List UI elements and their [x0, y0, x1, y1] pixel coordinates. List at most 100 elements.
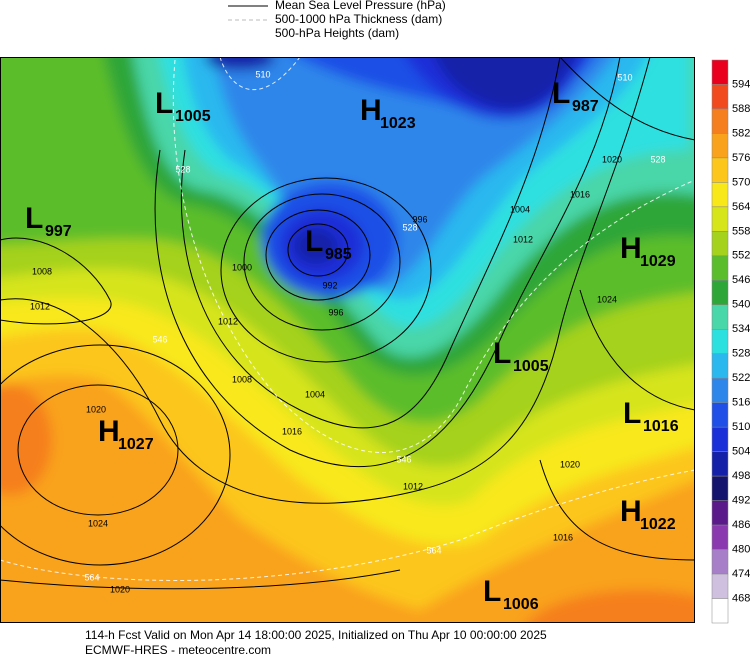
- center-letter: L: [483, 575, 501, 608]
- colorbar-box: [711, 59, 729, 85]
- center-letter: L: [623, 397, 641, 430]
- legend-text: 500-1000 hPa Thickness (dam): [275, 12, 442, 26]
- center-value: 1005: [513, 358, 549, 375]
- isobar-label: 1012: [218, 316, 238, 326]
- colorbar-label: 528: [732, 348, 750, 360]
- thickness-label: 510: [617, 72, 632, 82]
- colorbar-label: 516: [732, 397, 750, 409]
- center-letter: H: [620, 495, 642, 528]
- colorbar-label: 570: [732, 176, 750, 188]
- colorbar-label: 552: [732, 250, 750, 262]
- thickness-label: 528: [402, 222, 417, 232]
- colorbar-box: [711, 377, 729, 403]
- center-value: 1016: [643, 418, 679, 435]
- colorbar-box: [711, 133, 729, 159]
- colorbar-label: 486: [732, 519, 750, 531]
- isobar-label: 1012: [30, 301, 50, 311]
- legend-text: Mean Sea Level Pressure (hPa): [275, 0, 446, 12]
- colorbar: 594 588 582 576 570 564 558 552 546 540 534 528 522 5…: [711, 59, 750, 624]
- colorbar-label: 546: [732, 274, 750, 286]
- thickness-label: 528: [175, 164, 190, 174]
- colorbar-box: [711, 353, 729, 379]
- isobar-label: 1004: [510, 204, 530, 214]
- thickness-label: 546: [152, 334, 167, 344]
- thickness-label: 528: [650, 154, 665, 164]
- map-border: [0, 57, 695, 623]
- isobar-label: 1016: [282, 426, 302, 436]
- colorbar-box: [711, 157, 729, 183]
- footer-text: ECMWF-HRES - meteocentre.com: [85, 643, 271, 657]
- thickness-label: 564: [426, 545, 441, 555]
- colorbar-label: 492: [732, 495, 750, 507]
- isobars: [0, 57, 695, 590]
- colorbar-box: [711, 304, 729, 330]
- center-letter: L: [155, 87, 173, 120]
- isobar-label: 1016: [570, 189, 590, 199]
- colorbar-box: [711, 329, 729, 354]
- center-letter: H: [98, 415, 120, 448]
- isobar-label: 1020: [560, 459, 580, 469]
- center-value: 997: [45, 223, 72, 240]
- isobar-label: 1020: [110, 584, 130, 594]
- isobar-label: 1004: [305, 389, 325, 399]
- colorbar-box: [711, 206, 729, 232]
- center-value: 987: [572, 98, 599, 115]
- isobar-label: 996: [328, 307, 343, 317]
- colorbar-label: 468: [732, 592, 750, 604]
- colorbar-label: 510: [732, 421, 750, 433]
- isobar-label: 1012: [513, 234, 533, 244]
- center-value: 1023: [380, 115, 416, 132]
- thickness-label: 546: [396, 454, 411, 464]
- colorbar-box: [711, 475, 729, 501]
- colorbar-box: [711, 182, 729, 208]
- colorbar-box: [711, 255, 729, 281]
- colorbar-box: [711, 598, 729, 624]
- colorbar-box: [711, 84, 729, 110]
- center-letter: L: [305, 225, 323, 258]
- colorbar-label: 540: [732, 299, 750, 311]
- colorbar-box: [711, 402, 729, 428]
- colorbar-label: 498: [732, 470, 750, 482]
- colorbar-box: [711, 426, 729, 452]
- colorbar-label: 522: [732, 372, 750, 384]
- isobar-label: 1020: [86, 404, 106, 414]
- isobar-label: 1016: [553, 532, 573, 542]
- thickness-label: 510: [255, 69, 270, 79]
- isobar-label: 1008: [32, 266, 52, 276]
- colorbar-label: 504: [732, 446, 750, 458]
- center-value: 1006: [503, 596, 539, 613]
- center-letter: H: [360, 94, 382, 127]
- isobar-label: 1000: [232, 262, 252, 272]
- colorbar-box: [711, 573, 729, 599]
- colorbar-box: [711, 280, 729, 306]
- colorbar-box: [711, 500, 729, 526]
- colorbar-box: [711, 108, 729, 134]
- center-value: 985: [325, 246, 352, 263]
- map-field: [0, 57, 695, 623]
- colorbar-label: 594: [732, 78, 750, 90]
- colorbar-box: [711, 524, 729, 550]
- colorbar-label: 576: [732, 152, 750, 164]
- colorbar-box: [711, 451, 729, 477]
- colorbar-label: 588: [732, 103, 750, 115]
- isobar-label: 1008: [232, 374, 252, 384]
- colorbar-label: 582: [732, 127, 750, 139]
- center-letter: H: [620, 232, 642, 265]
- center-value: 1029: [640, 253, 676, 270]
- thickness-label: 564: [84, 572, 99, 582]
- isobar-label: 1024: [88, 518, 108, 528]
- center-letter: L: [25, 202, 43, 235]
- colorbar-label: 534: [732, 323, 750, 335]
- legend-text: 500-hPa Heights (dam): [275, 26, 399, 40]
- isobar-label: 996: [412, 214, 427, 224]
- footer-text: 114-h Fcst Valid on Mon Apr 14 18:00:00 …: [85, 628, 547, 642]
- isobar-label: 1012: [403, 481, 423, 491]
- isobar-label: 1020: [602, 154, 622, 164]
- isobar-label: 1024: [597, 294, 617, 304]
- legend: Mean Sea Level Pressure (hPa) 500-1000 h…: [228, 0, 446, 40]
- center-value: 1027: [118, 436, 154, 453]
- colorbar-label: 564: [732, 201, 750, 213]
- colorbar-box: [711, 549, 729, 575]
